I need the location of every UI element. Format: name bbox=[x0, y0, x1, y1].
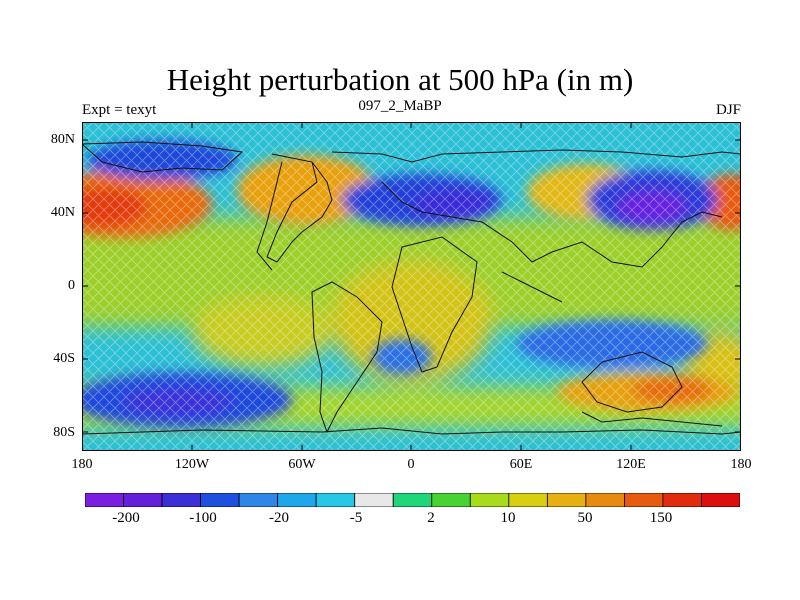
map-plot bbox=[82, 122, 741, 451]
x-tick-label: 60W bbox=[288, 457, 316, 472]
experiment-label: Expt = texyt bbox=[82, 102, 157, 118]
colorbar-label: 10 bbox=[500, 510, 516, 526]
x-tick-label: 180 bbox=[730, 457, 752, 472]
season-label: DJF bbox=[715, 102, 741, 118]
x-tick-label: 0 bbox=[407, 457, 415, 472]
colorbar-swatch bbox=[354, 493, 394, 507]
y-tick-label: 80N bbox=[50, 132, 75, 147]
colorbar-swatch bbox=[123, 493, 163, 507]
coast-africa bbox=[391, 236, 478, 373]
colorbar-swatch bbox=[200, 493, 240, 507]
colorbar-label: -200 bbox=[112, 510, 140, 526]
colorbar-swatch bbox=[238, 493, 279, 507]
x-tick-label: 180 bbox=[71, 457, 93, 472]
x-tick-label: 60E bbox=[509, 457, 533, 472]
colorbar-swatch bbox=[161, 493, 201, 507]
colorbar-label: 150 bbox=[649, 510, 673, 526]
colorbar bbox=[85, 493, 740, 507]
colorbar-label: 2 bbox=[427, 510, 435, 526]
colorbar-swatch bbox=[585, 493, 625, 507]
map-title: Height perturbation at 500 hPa (in m) bbox=[166, 62, 634, 97]
coast-southern-islands bbox=[581, 411, 723, 427]
y-tick-label: 0 bbox=[68, 278, 75, 293]
coast-north-america bbox=[266, 153, 333, 263]
run-label: 097_2_MaBP bbox=[358, 98, 442, 114]
colorbar-swatch bbox=[315, 493, 356, 507]
hatch-overlay bbox=[82, 122, 741, 451]
coast-antarctica bbox=[82, 427, 741, 435]
x-tick-label: 120E bbox=[616, 457, 646, 472]
colorbar-label: -20 bbox=[269, 510, 289, 526]
colorbar-swatch bbox=[392, 493, 433, 507]
colorbar-label: -100 bbox=[189, 510, 217, 526]
colorbar-label: -5 bbox=[349, 510, 363, 526]
coast-arctic bbox=[82, 141, 244, 173]
coast-mexico bbox=[256, 161, 283, 271]
colorbar-swatch bbox=[624, 493, 664, 507]
x-tick-label: 120W bbox=[174, 457, 210, 472]
coast-eurasia-north bbox=[331, 149, 741, 163]
colorbar-swatch bbox=[431, 493, 471, 507]
colorbar-swatch bbox=[662, 493, 702, 507]
coast-eurasia-south bbox=[381, 181, 723, 268]
colorbar-swatch bbox=[508, 493, 548, 507]
tick-marks bbox=[82, 122, 741, 451]
colorbar-swatch bbox=[277, 493, 317, 507]
coastlines bbox=[82, 141, 741, 435]
colorbar-swatch bbox=[701, 493, 740, 507]
coast-south-america bbox=[311, 281, 383, 434]
y-tick-label: 40S bbox=[53, 351, 75, 366]
colorbar-swatch bbox=[546, 493, 587, 507]
colorbar-swatch bbox=[469, 493, 510, 507]
y-tick-label: 40N bbox=[50, 205, 75, 220]
y-tick-label: 80S bbox=[53, 425, 75, 440]
coast-maritime bbox=[501, 271, 563, 303]
coast-australia bbox=[581, 351, 683, 413]
colorbar-label: 50 bbox=[577, 510, 593, 526]
colorbar-swatch bbox=[85, 493, 124, 507]
